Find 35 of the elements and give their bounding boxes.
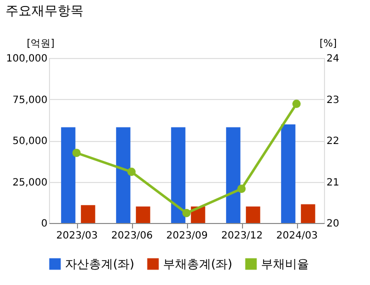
legend-label: 자산총계(좌) (65, 257, 134, 271)
bar (171, 127, 186, 223)
y-tick-label: 0 (41, 218, 48, 230)
point (237, 184, 246, 193)
legend-label: 부채총계(좌) (163, 257, 232, 271)
point (72, 148, 81, 158)
y-axis-title: [억원] (26, 38, 55, 50)
bar (226, 127, 240, 223)
point (182, 208, 191, 218)
y2-tick-label: 20 (326, 218, 340, 230)
y2-tick-label: 21 (326, 177, 340, 188)
x-tick-label: 2024/03 (276, 230, 318, 242)
x-tick-label: 2023/03 (56, 230, 98, 242)
bar (61, 127, 76, 223)
y2-axis-title: [%] (320, 38, 337, 50)
x-tick-label: 2023/06 (111, 230, 153, 242)
y2-tick-label: 23 (326, 94, 340, 106)
bar (300, 204, 316, 223)
y-tick-label: 75,000 (12, 94, 48, 106)
bar (116, 127, 130, 223)
x-tick-label: 2023/09 (166, 230, 208, 242)
y2-tick-label: 24 (326, 54, 340, 64)
y-tick-label: 25,000 (12, 177, 48, 188)
bar (246, 206, 260, 223)
bar (281, 124, 296, 223)
y-tick-label: 100,000 (6, 54, 48, 64)
y-tick-label: 50,000 (12, 136, 48, 147)
legend-label: 부채비율 (261, 257, 309, 271)
y2-tick-label: 22 (326, 136, 340, 147)
point (292, 100, 301, 108)
bar (80, 205, 96, 223)
bar (136, 206, 150, 223)
point (127, 168, 136, 176)
chart-title: 주요재무항목 (6, 4, 84, 19)
x-tick-label: 2023/12 (221, 230, 263, 242)
